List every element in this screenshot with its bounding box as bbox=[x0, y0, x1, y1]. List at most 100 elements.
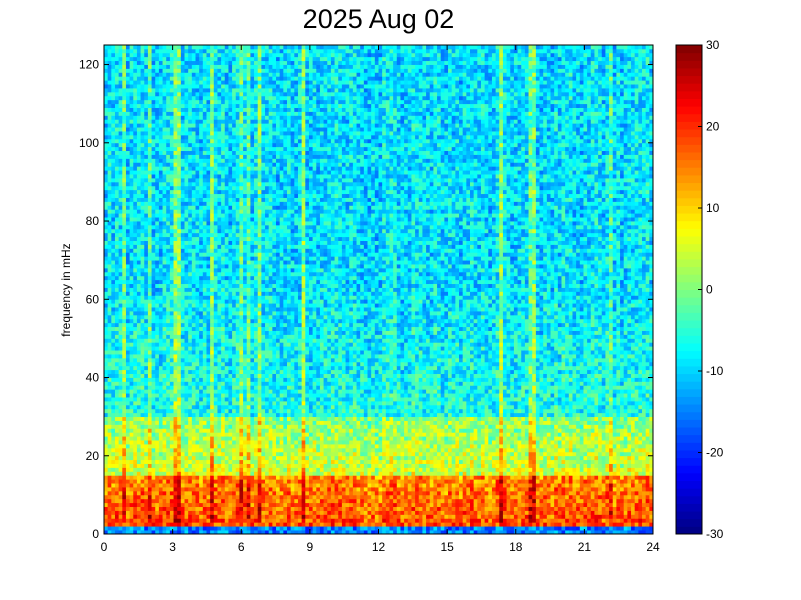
heatmap-cell bbox=[114, 471, 120, 476]
heatmap-cell bbox=[184, 271, 189, 277]
heatmap-cell bbox=[221, 178, 226, 183]
heatmap-cell bbox=[224, 471, 229, 476]
heatmap-cell bbox=[118, 471, 123, 476]
heatmap-cell bbox=[184, 170, 189, 175]
heatmap-cell bbox=[144, 142, 149, 148]
heatmap-cell bbox=[129, 217, 134, 222]
heatmap-cell bbox=[151, 170, 156, 175]
heatmap-cell bbox=[173, 357, 178, 363]
heatmap-cell bbox=[140, 369, 145, 375]
heatmap-cell bbox=[184, 178, 189, 183]
heatmap-cell bbox=[188, 338, 193, 343]
heatmap-cell bbox=[104, 138, 109, 144]
heatmap-cell bbox=[162, 103, 167, 108]
heatmap-cell bbox=[151, 275, 156, 281]
heatmap-cell bbox=[243, 506, 248, 511]
heatmap-cell bbox=[104, 350, 109, 355]
heatmap-cell bbox=[166, 373, 171, 378]
heatmap-cell bbox=[147, 232, 152, 238]
heatmap-cell bbox=[147, 514, 152, 519]
heatmap-cell bbox=[140, 80, 145, 85]
heatmap-cell bbox=[166, 428, 171, 433]
heatmap-cell bbox=[239, 252, 244, 257]
heatmap-cell bbox=[235, 189, 240, 195]
heatmap-cell bbox=[151, 314, 156, 320]
heatmap-cell bbox=[188, 146, 193, 152]
heatmap-cell bbox=[210, 228, 215, 234]
heatmap-cell bbox=[140, 350, 145, 355]
heatmap-cell bbox=[169, 416, 174, 421]
heatmap-cell bbox=[213, 432, 218, 437]
heatmap-cell bbox=[213, 479, 218, 484]
heatmap-cell bbox=[169, 95, 174, 101]
heatmap-cell bbox=[173, 338, 178, 343]
heatmap-cell bbox=[173, 217, 178, 222]
heatmap-cell bbox=[188, 447, 193, 453]
heatmap-cell bbox=[188, 267, 193, 273]
heatmap-cell bbox=[125, 463, 131, 468]
heatmap-cell bbox=[232, 283, 237, 288]
heatmap-cell bbox=[118, 252, 123, 257]
heatmap-cell bbox=[122, 522, 127, 527]
heatmap-cell bbox=[246, 377, 251, 382]
heatmap-cell bbox=[199, 181, 204, 187]
heatmap-cell bbox=[199, 377, 204, 382]
heatmap-cell bbox=[184, 123, 189, 128]
heatmap-cell bbox=[235, 260, 240, 265]
heatmap-cell bbox=[188, 275, 193, 281]
heatmap-cell bbox=[232, 498, 237, 504]
heatmap-cell bbox=[243, 189, 248, 195]
heatmap-cell bbox=[125, 346, 131, 351]
heatmap-cell bbox=[191, 326, 196, 331]
heatmap-cell bbox=[173, 463, 178, 468]
heatmap-cell bbox=[191, 436, 196, 441]
heatmap-cell bbox=[191, 444, 196, 449]
heatmap-cell bbox=[162, 178, 167, 183]
heatmap-cell bbox=[162, 134, 167, 140]
heatmap-cell bbox=[184, 338, 189, 343]
heatmap-cell bbox=[195, 91, 200, 97]
heatmap-cell bbox=[125, 365, 131, 371]
heatmap-cell bbox=[191, 52, 196, 58]
heatmap-cell bbox=[104, 56, 109, 62]
heatmap-cell bbox=[111, 416, 116, 421]
heatmap-cell bbox=[235, 240, 240, 245]
heatmap-cell bbox=[202, 420, 207, 425]
heatmap-cell bbox=[239, 178, 244, 183]
heatmap-cell bbox=[133, 467, 138, 472]
heatmap-cell bbox=[195, 127, 200, 132]
heatmap-cell bbox=[133, 479, 138, 484]
heatmap-cell bbox=[151, 224, 156, 230]
heatmap-cell bbox=[155, 189, 160, 195]
heatmap-cell bbox=[202, 514, 207, 519]
heatmap-cell bbox=[144, 84, 149, 89]
heatmap-cell bbox=[173, 361, 178, 367]
heatmap-cell bbox=[221, 412, 226, 418]
heatmap-cell bbox=[224, 408, 229, 414]
heatmap-cell bbox=[118, 463, 123, 468]
heatmap-cell bbox=[140, 397, 145, 402]
heatmap-cell bbox=[133, 256, 138, 261]
heatmap-cell bbox=[202, 490, 207, 496]
heatmap-cell bbox=[228, 530, 233, 535]
heatmap-cell bbox=[122, 154, 127, 159]
heatmap-cell bbox=[151, 146, 156, 152]
heatmap-cell bbox=[184, 342, 189, 347]
heatmap-cell bbox=[118, 119, 123, 124]
heatmap-cell bbox=[114, 318, 120, 324]
heatmap-cell bbox=[107, 400, 112, 406]
heatmap-cell bbox=[133, 64, 138, 69]
heatmap-cell bbox=[191, 158, 196, 163]
heatmap-cell bbox=[235, 236, 240, 241]
heatmap-cell bbox=[118, 334, 123, 339]
heatmap-cell bbox=[217, 88, 222, 93]
heatmap-cell bbox=[243, 334, 248, 339]
heatmap-cell bbox=[224, 201, 229, 206]
heatmap-cell bbox=[235, 330, 240, 335]
heatmap-cell bbox=[166, 357, 171, 363]
heatmap-cell bbox=[166, 72, 171, 77]
heatmap-cell bbox=[155, 221, 160, 226]
heatmap-cell bbox=[118, 299, 123, 304]
heatmap-cell bbox=[136, 248, 141, 253]
heatmap-cell bbox=[129, 428, 134, 433]
